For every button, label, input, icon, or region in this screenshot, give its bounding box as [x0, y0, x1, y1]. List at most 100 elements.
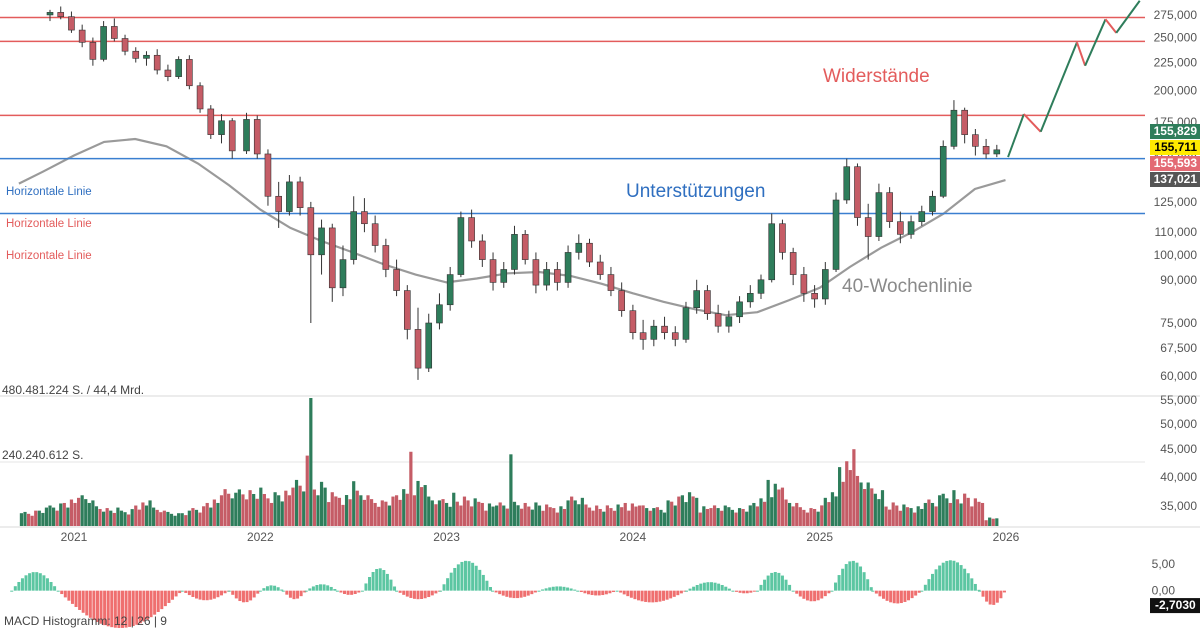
candle-body[interactable]: [800, 274, 808, 294]
candle-body[interactable]: [446, 274, 454, 306]
candle-body[interactable]: [296, 181, 304, 208]
macd-bar: [662, 590, 666, 601]
candle-body[interactable]: [532, 259, 540, 286]
candle-body[interactable]: [218, 120, 225, 135]
candle-body[interactable]: [779, 223, 786, 253]
candle-body[interactable]: [789, 252, 797, 275]
candle-body[interactable]: [575, 242, 583, 253]
candle-body[interactable]: [143, 54, 150, 59]
candle-body[interactable]: [864, 217, 872, 237]
candle-body[interactable]: [822, 269, 829, 300]
volume-bar: [94, 506, 99, 526]
candle-body[interactable]: [961, 109, 968, 135]
candle-body[interactable]: [318, 227, 325, 256]
candle-body[interactable]: [164, 69, 172, 77]
candle-body[interactable]: [907, 221, 915, 235]
volume-bar: [169, 513, 174, 526]
macd-bar: [702, 582, 706, 591]
candle-body[interactable]: [929, 195, 936, 212]
candle-body[interactable]: [403, 290, 411, 330]
candle-body[interactable]: [436, 304, 443, 324]
candle-body[interactable]: [511, 234, 518, 270]
candle-body[interactable]: [111, 26, 118, 39]
candle-body[interactable]: [607, 274, 615, 291]
macd-bar: [752, 590, 756, 592]
candle-body[interactable]: [89, 42, 97, 60]
candle-body[interactable]: [704, 290, 711, 315]
candle-body[interactable]: [714, 313, 722, 327]
candle-body[interactable]: [46, 12, 54, 16]
candle-body[interactable]: [811, 293, 818, 300]
macd-bar: [688, 588, 692, 591]
candle-body[interactable]: [854, 166, 861, 218]
candle-body[interactable]: [886, 192, 893, 222]
candle-body[interactable]: [993, 149, 1001, 155]
candle-body[interactable]: [918, 211, 926, 222]
volume-bar: [327, 502, 331, 526]
candle-body[interactable]: [618, 290, 625, 311]
candle-body[interactable]: [875, 192, 883, 237]
candle-body[interactable]: [554, 269, 561, 283]
candle-body[interactable]: [339, 259, 347, 289]
candle-body[interactable]: [132, 50, 140, 59]
candle-body[interactable]: [425, 322, 433, 369]
candle-body[interactable]: [57, 12, 65, 17]
macd-bar: [99, 590, 103, 624]
candle-body[interactable]: [725, 316, 733, 327]
candle-body[interactable]: [982, 146, 990, 155]
candle-body[interactable]: [175, 59, 182, 77]
candle-body[interactable]: [100, 26, 107, 60]
candle-body[interactable]: [307, 207, 315, 256]
candle-body[interactable]: [768, 223, 776, 281]
candle-body[interactable]: [371, 223, 379, 246]
volume-bar: [980, 502, 985, 526]
candle-body[interactable]: [196, 85, 204, 110]
candle-body[interactable]: [972, 134, 979, 147]
candle-body[interactable]: [693, 290, 700, 309]
candle-body[interactable]: [950, 109, 958, 147]
candle-body[interactable]: [586, 242, 593, 263]
candle-body[interactable]: [393, 269, 400, 291]
candle-body[interactable]: [382, 245, 390, 270]
candle-body[interactable]: [186, 59, 193, 87]
candle-body[interactable]: [275, 195, 282, 212]
candle-body[interactable]: [489, 259, 497, 283]
candle-body[interactable]: [286, 181, 293, 212]
candle-body[interactable]: [350, 211, 358, 260]
candle-body[interactable]: [228, 120, 236, 152]
candle-body[interactable]: [68, 16, 75, 31]
candle-body[interactable]: [757, 279, 765, 294]
candle-body[interactable]: [596, 261, 604, 275]
candle-body[interactable]: [153, 54, 161, 71]
candle-body[interactable]: [939, 146, 947, 197]
candle-body[interactable]: [479, 240, 486, 260]
candle-body[interactable]: [243, 119, 250, 152]
candle-body[interactable]: [457, 217, 465, 275]
candle-body[interactable]: [543, 269, 550, 286]
candle-body[interactable]: [121, 38, 129, 52]
candle-body[interactable]: [897, 221, 904, 235]
candle-body[interactable]: [253, 119, 261, 155]
candle-body[interactable]: [207, 108, 215, 135]
macd-bar: [171, 590, 175, 600]
candle-body[interactable]: [682, 307, 690, 340]
candle-body[interactable]: [843, 166, 851, 201]
candle-body[interactable]: [736, 301, 743, 318]
candle-body[interactable]: [500, 269, 508, 283]
candle-body[interactable]: [650, 325, 658, 340]
candle-body[interactable]: [639, 332, 647, 340]
candle-body[interactable]: [671, 332, 679, 340]
candle-body[interactable]: [564, 252, 572, 283]
candle-body[interactable]: [468, 217, 475, 242]
candle-body[interactable]: [264, 153, 272, 197]
candle-body[interactable]: [78, 29, 86, 43]
candle-body[interactable]: [328, 227, 336, 289]
candle-body[interactable]: [832, 199, 840, 270]
candle-body[interactable]: [414, 329, 422, 369]
candle-body[interactable]: [746, 293, 754, 303]
candle-body[interactable]: [629, 310, 637, 333]
candle-body[interactable]: [661, 325, 668, 333]
candle-body[interactable]: [521, 234, 529, 260]
candle-body[interactable]: [361, 211, 368, 225]
